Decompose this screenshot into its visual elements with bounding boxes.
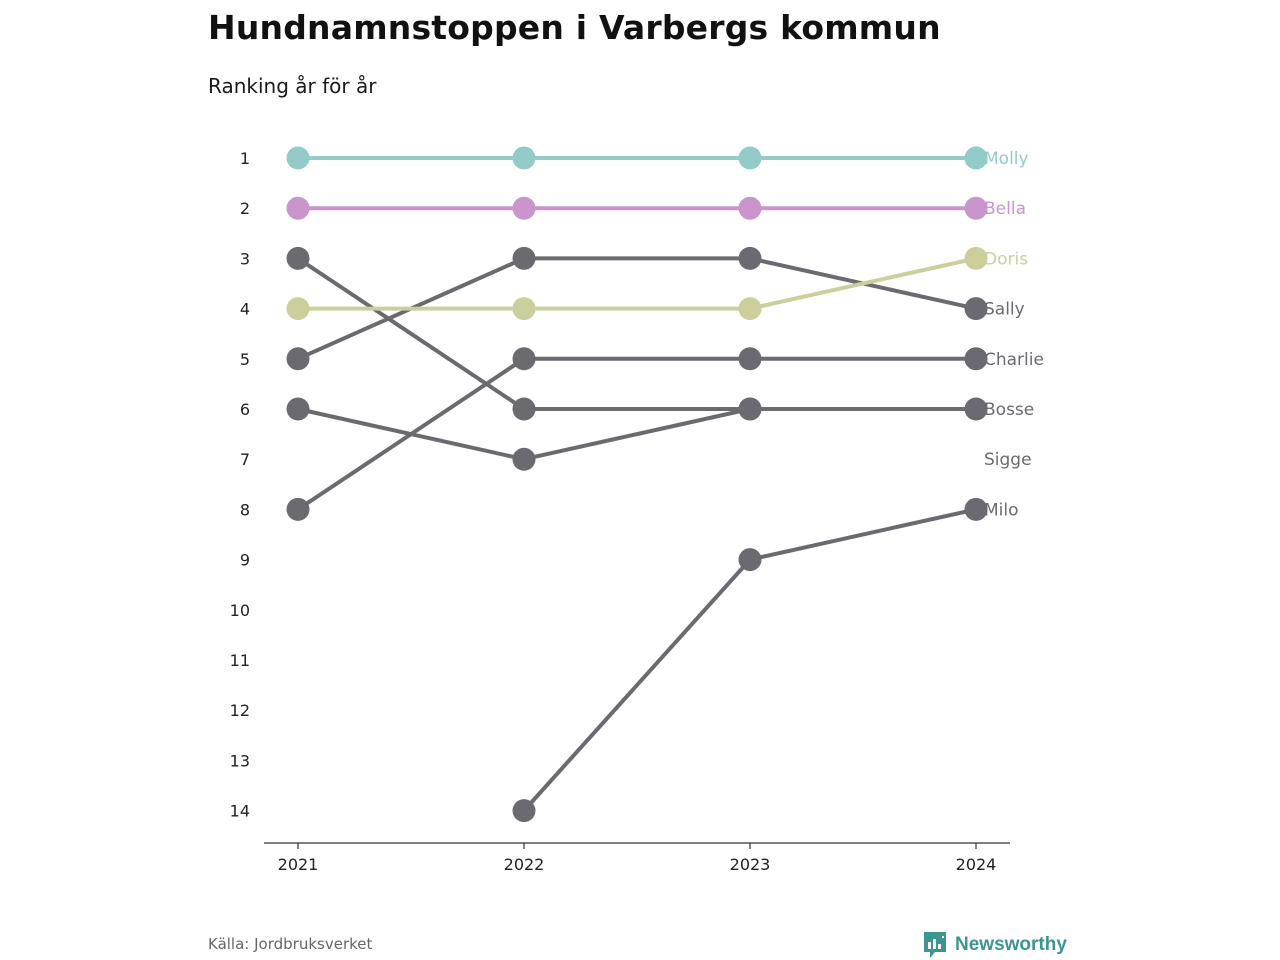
y-tick-label: 14 xyxy=(230,802,250,821)
y-tick-label: 10 xyxy=(230,601,250,620)
series-line-doris xyxy=(298,256,977,311)
series-label-milo: Milo xyxy=(984,500,1019,520)
chart-subtitle: Ranking år för år xyxy=(208,74,377,98)
data-point-bosse xyxy=(964,397,988,421)
data-point-bosse xyxy=(286,246,310,270)
data-point-sally xyxy=(512,246,536,270)
data-point-sally xyxy=(286,347,310,371)
brand-logo: Newsworthy xyxy=(922,930,1067,960)
data-point-bella xyxy=(738,196,762,220)
x-tick-label: 2023 xyxy=(730,855,771,874)
data-point-charlie xyxy=(286,497,310,521)
data-point-sigge xyxy=(286,397,310,421)
y-tick-label: 2 xyxy=(240,199,250,218)
y-tick-label: 6 xyxy=(240,400,250,419)
y-tick-label: 13 xyxy=(230,751,250,770)
data-point-doris xyxy=(512,297,536,321)
y-tick-label: 9 xyxy=(240,551,250,570)
data-point-milo xyxy=(512,799,536,823)
data-point-molly xyxy=(512,146,536,170)
data-point-milo xyxy=(964,497,988,521)
data-point-sally xyxy=(964,297,988,321)
x-tick-label: 2024 xyxy=(956,855,997,874)
y-tick-label: 5 xyxy=(240,350,250,369)
x-tick-label: 2022 xyxy=(504,855,545,874)
data-point-bosse xyxy=(512,397,536,421)
y-tick-label: 8 xyxy=(240,500,250,519)
data-point-charlie xyxy=(738,347,762,371)
data-point-charlie xyxy=(512,347,536,371)
series-label-charlie: Charlie xyxy=(984,350,1044,370)
data-point-sigge xyxy=(738,397,762,421)
y-tick-label: 11 xyxy=(230,651,250,670)
series-label-sigge: Sigge xyxy=(984,450,1032,470)
data-point-milo xyxy=(738,548,762,572)
chart-title: Hundnamnstoppen i Varbergs kommun xyxy=(208,8,941,47)
series-label-sally: Sally xyxy=(984,300,1025,320)
data-point-doris xyxy=(738,297,762,321)
series-line-bosse xyxy=(296,256,976,411)
series-label-bosse: Bosse xyxy=(984,400,1034,420)
data-point-doris xyxy=(964,246,988,270)
y-tick-label: 12 xyxy=(230,701,250,720)
brand-name: Newsworthy xyxy=(955,934,1067,955)
y-tick-label: 7 xyxy=(240,450,250,469)
data-point-charlie xyxy=(964,347,988,371)
series-label-doris: Doris xyxy=(984,249,1028,269)
data-point-molly xyxy=(286,146,310,170)
y-tick-label: 3 xyxy=(240,249,250,268)
data-point-bella xyxy=(964,196,988,220)
bar-chart-speech-bubble-icon xyxy=(924,932,946,958)
data-point-bella xyxy=(512,196,536,220)
x-tick-label: 2021 xyxy=(278,855,319,874)
data-point-sigge xyxy=(512,447,536,471)
data-point-sally xyxy=(738,246,762,270)
data-point-doris xyxy=(286,297,310,321)
series-label-bella: Bella xyxy=(984,199,1026,219)
data-point-bella xyxy=(286,196,310,220)
series-label-molly: Molly xyxy=(984,149,1029,169)
source-note: Källa: Jordbruksverket xyxy=(208,935,373,953)
data-point-molly xyxy=(964,146,988,170)
y-tick-label: 1 xyxy=(240,149,250,168)
data-point-molly xyxy=(738,146,762,170)
y-tick-label: 4 xyxy=(240,300,250,319)
